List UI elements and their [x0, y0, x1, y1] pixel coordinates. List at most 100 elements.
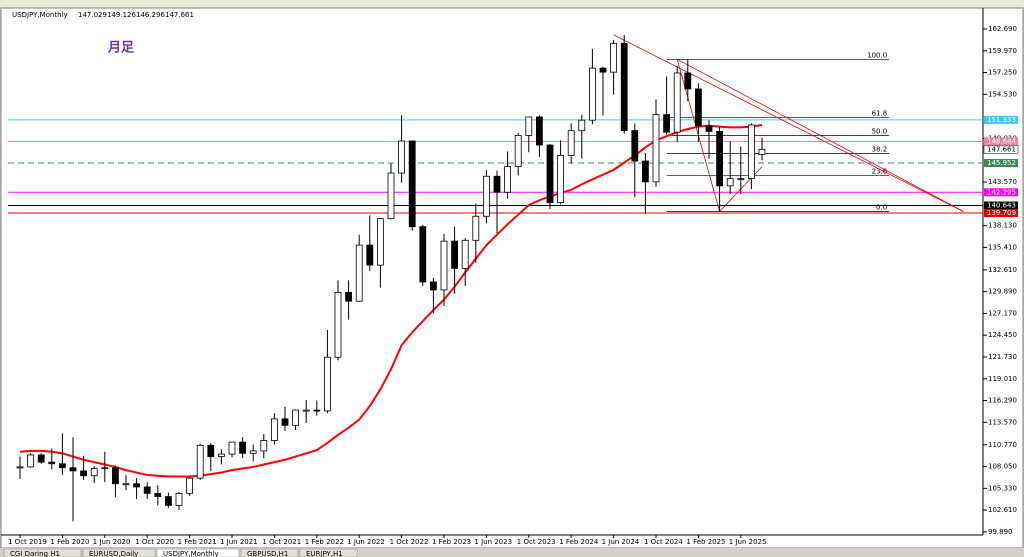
price-label: 142.295	[987, 188, 1016, 196]
header-low: 146.296	[136, 11, 165, 19]
tab[interactable]	[82, 548, 156, 557]
trend-line	[613, 34, 964, 212]
x-tick-label: 1 Feb 2025	[686, 538, 725, 546]
candle-body	[578, 119, 586, 132]
candle-body	[737, 178, 745, 181]
candle-body	[37, 454, 45, 463]
price-label-box	[984, 137, 1018, 146]
candle-body	[69, 467, 77, 472]
candle-body	[504, 166, 512, 193]
x-tick-label: 1 Feb 2022	[305, 538, 344, 546]
price-label-box	[984, 188, 1018, 197]
candle-body	[398, 140, 406, 174]
candle-body	[514, 135, 522, 168]
y-tick-label: 154.530	[988, 90, 1017, 98]
header-close: 147.661	[165, 11, 194, 19]
candle-body	[440, 240, 448, 291]
candle-body	[186, 477, 194, 494]
candle-body	[663, 114, 670, 133]
tab-label[interactable]: USDJPY,Monthly	[163, 550, 219, 557]
y-tick-label: 121.730	[988, 353, 1017, 361]
candle-body	[536, 116, 543, 146]
fib-label: 38.2	[872, 145, 888, 153]
candle-body	[249, 450, 257, 454]
x-tick-label: 1 Feb 2020	[50, 538, 89, 546]
fib-label: 50.0	[872, 127, 888, 135]
price-label: 148.644	[987, 137, 1016, 145]
x-tick-label: 1 Oct 2024	[644, 538, 683, 546]
candle-body	[419, 226, 427, 283]
moving-average	[19, 124, 763, 478]
candle-body	[207, 444, 215, 457]
x-tick-label: 1 Jun 2023	[474, 538, 512, 546]
y-tick-label: 135.410	[988, 243, 1017, 251]
candle-body	[270, 418, 278, 441]
tab-label[interactable]: CGI Daring H1	[10, 550, 60, 557]
y-tick-label: 127.170	[988, 309, 1017, 317]
candle-body	[482, 175, 490, 217]
tab[interactable]	[3, 548, 82, 557]
fib-label: 100.0	[867, 51, 887, 59]
toolbar	[0, 0, 1024, 8]
fib-label: 23.6	[872, 168, 888, 176]
x-tick-label: 1 Jun 2022	[347, 538, 385, 546]
price-label-box	[984, 159, 1018, 168]
candle-body	[112, 467, 119, 485]
tab-bar	[0, 548, 1024, 557]
x-tick-label: 1 Oct 2019	[8, 538, 47, 546]
fib-label: 0.0	[876, 203, 887, 211]
candle-body	[281, 418, 289, 426]
candle-body	[345, 291, 353, 302]
candle-body	[408, 140, 416, 228]
candle-body	[122, 483, 130, 486]
tab[interactable]	[156, 548, 240, 557]
price-label-box	[984, 209, 1018, 218]
y-tick-label: 102.610	[988, 506, 1017, 514]
x-tick-label: 1 Jun 2020	[93, 538, 131, 546]
candle-body	[355, 244, 363, 302]
tab-label[interactable]: EURJPY,H1	[306, 550, 343, 557]
y-tick-label: 105.330	[988, 484, 1017, 492]
candle-body	[27, 454, 35, 468]
price-label: 145.952	[987, 159, 1016, 167]
candle-body	[292, 409, 300, 426]
candle-body	[59, 463, 66, 469]
y-tick-label: 138.130	[988, 222, 1017, 230]
x-tick-label: 1 Jun 2024	[602, 538, 640, 546]
current-price-box	[983, 145, 1019, 154]
candle-body	[726, 178, 734, 187]
x-tick-label: 1 Oct 2022	[390, 538, 429, 546]
x-tick-label: 1 Oct 2023	[517, 538, 556, 546]
candle-body	[143, 486, 151, 494]
price-label: 151.333	[987, 116, 1016, 124]
candle-body	[631, 130, 639, 162]
candle-body	[133, 483, 141, 488]
tab[interactable]	[299, 548, 358, 557]
y-tick-label: 157.250	[988, 69, 1017, 77]
candle-body	[239, 441, 247, 454]
y-tick-label: 116.290	[988, 397, 1017, 405]
tab[interactable]	[240, 548, 299, 557]
candle-body	[620, 42, 628, 131]
price-label-box	[984, 115, 1018, 124]
candle-body	[493, 175, 501, 193]
candle-body	[196, 444, 204, 479]
y-tick-label: 162.690	[988, 25, 1017, 33]
x-tick-label: 1 Jun 2021	[220, 538, 258, 546]
header-high: 149.126	[107, 11, 136, 19]
candle-body	[90, 468, 98, 477]
candle-body	[80, 470, 87, 477]
y-tick-label: 129.890	[988, 288, 1017, 296]
y-tick-label: 119.010	[988, 375, 1017, 383]
candle-body	[48, 461, 56, 465]
y-tick-label: 143.570	[988, 178, 1017, 186]
candle-body	[705, 125, 713, 132]
candle-body	[387, 172, 395, 220]
candle-body	[642, 160, 649, 183]
x-tick-label: 1 Feb 2021	[178, 538, 217, 546]
tab-label[interactable]: EURUSD,Daily	[89, 550, 138, 557]
candle-body	[695, 88, 702, 127]
y-tick-label: 124.450	[988, 331, 1017, 339]
tab-label[interactable]: GBPUSD,H1	[247, 550, 288, 557]
